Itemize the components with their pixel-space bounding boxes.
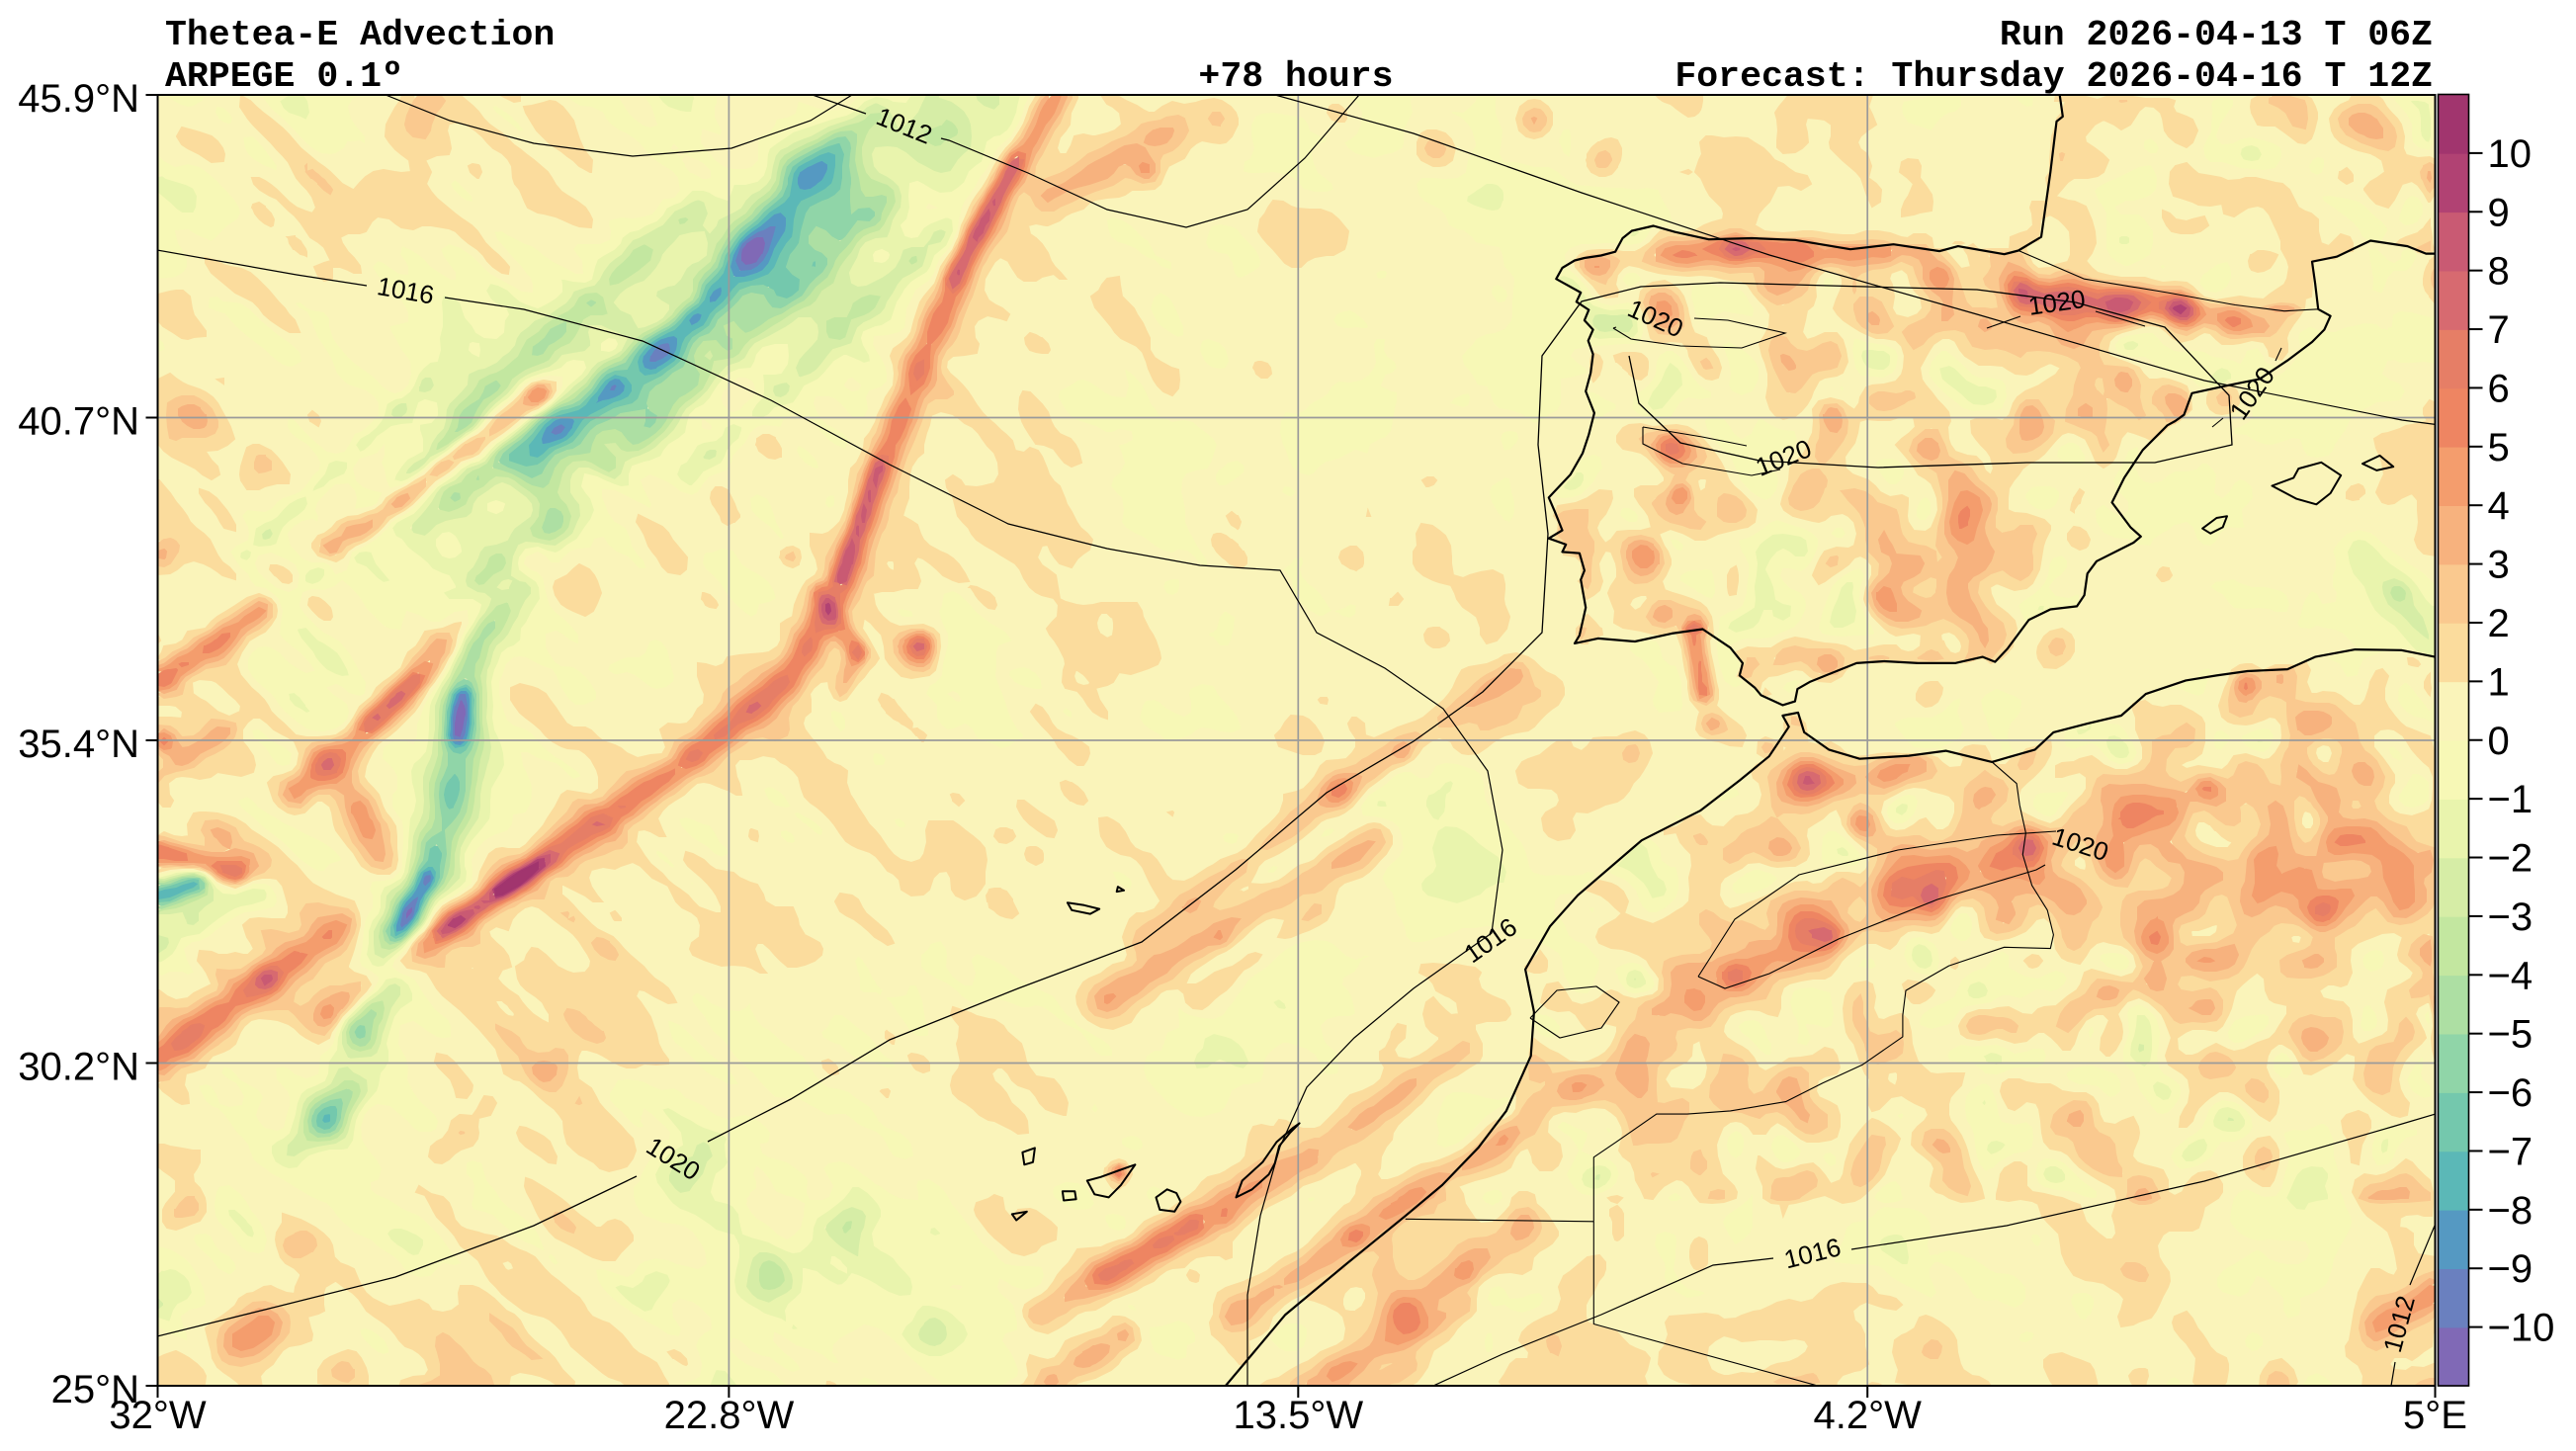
svg-text:40.7°N: 40.7°N: [18, 400, 139, 444]
svg-text:+78 hours: +78 hours: [1198, 56, 1393, 97]
svg-text:Forecast: Thursday 2026-04-16: Forecast: Thursday 2026-04-16 T 12Z: [1674, 56, 2433, 97]
svg-text:ARPEGE 0.1º: ARPEGE 0.1º: [165, 56, 403, 97]
svg-text:Thetea-E Advection: Thetea-E Advection: [165, 15, 555, 55]
svg-text:5°E: 5°E: [2403, 1394, 2467, 1437]
svg-text:−3: −3: [2488, 896, 2533, 939]
svg-text:−8: −8: [2488, 1189, 2533, 1233]
svg-text:22.8°W: 22.8°W: [664, 1394, 795, 1437]
svg-text:4.2°W: 4.2°W: [1814, 1394, 1923, 1437]
svg-text:5: 5: [2488, 426, 2510, 469]
svg-text:−6: −6: [2488, 1071, 2533, 1115]
svg-text:6: 6: [2488, 367, 2510, 410]
svg-text:−9: −9: [2488, 1247, 2533, 1291]
svg-text:−1: −1: [2488, 778, 2533, 821]
svg-text:Run 2026-04-13 T 06Z: Run 2026-04-13 T 06Z: [2000, 15, 2433, 55]
svg-text:32°W: 32°W: [109, 1394, 206, 1437]
svg-text:13.5°W: 13.5°W: [1233, 1394, 1363, 1437]
svg-text:7: 7: [2488, 308, 2510, 352]
svg-text:10: 10: [2488, 132, 2533, 176]
svg-text:−2: −2: [2488, 837, 2533, 881]
svg-text:−4: −4: [2488, 954, 2533, 997]
svg-text:3: 3: [2488, 544, 2510, 587]
svg-text:0: 0: [2488, 720, 2510, 763]
svg-text:1: 1: [2488, 660, 2510, 704]
svg-text:−10: −10: [2488, 1307, 2555, 1350]
svg-text:2: 2: [2488, 602, 2510, 645]
svg-text:25°N: 25°N: [51, 1368, 139, 1411]
svg-text:4: 4: [2488, 484, 2510, 528]
svg-text:35.4°N: 35.4°N: [18, 723, 139, 766]
svg-text:8: 8: [2488, 250, 2510, 294]
svg-text:−5: −5: [2488, 1013, 2533, 1057]
svg-text:30.2°N: 30.2°N: [18, 1046, 139, 1089]
svg-text:−7: −7: [2488, 1130, 2533, 1173]
svg-text:9: 9: [2488, 191, 2510, 234]
svg-text:45.9°N: 45.9°N: [18, 77, 139, 121]
